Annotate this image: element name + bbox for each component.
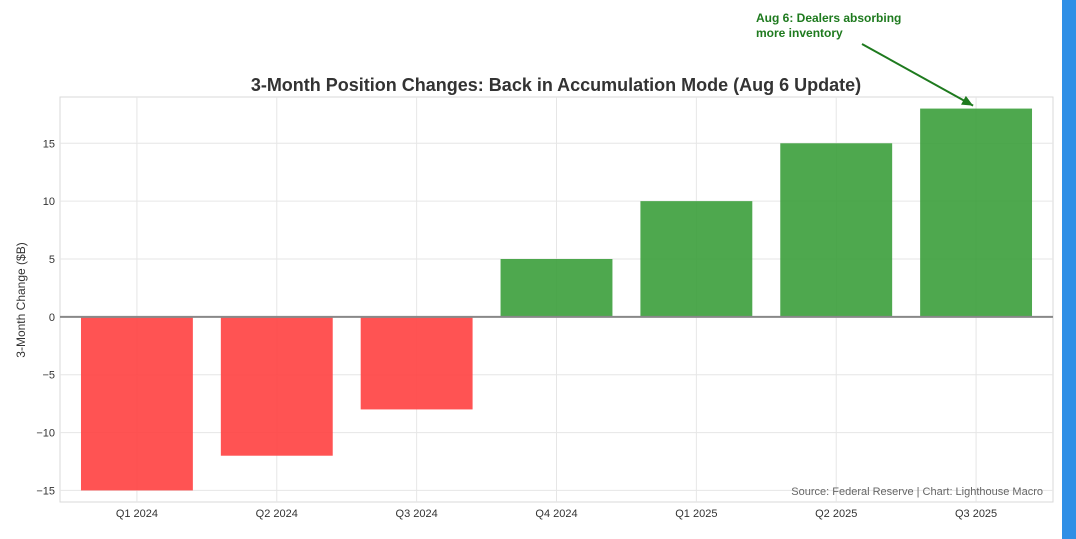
bar-q4-2024: [500, 259, 613, 317]
bar-q2-2024: [220, 316, 333, 456]
bar-q2-2025: [780, 143, 893, 317]
x-tick-label: Q1 2025: [675, 508, 717, 520]
x-tick-label: Q4 2024: [535, 508, 577, 520]
y-axis-label: 3-Month Change ($B): [14, 242, 28, 357]
y-tick-label: −10: [36, 428, 55, 440]
y-tick-label: 5: [49, 254, 55, 266]
annotation-arrow-head: [961, 95, 974, 106]
annotation-line-2: more inventory: [756, 26, 843, 40]
bar-q1-2024: [80, 316, 193, 491]
y-axis-ticks: −15 −10 −5 0 5 10 15: [36, 138, 55, 497]
annotation-line-1: Aug 6: Dealers absorbing: [756, 11, 901, 25]
y-tick-label: 15: [43, 138, 55, 150]
y-tick-label: −15: [36, 485, 55, 497]
x-tick-label: Q2 2024: [256, 508, 298, 520]
bar-q3-2025: [920, 108, 1033, 317]
annotation-arrow: [861, 43, 974, 107]
chart-title: 3-Month Position Changes: Back in Accumu…: [251, 75, 861, 95]
y-tick-label: 10: [43, 196, 55, 208]
y-tick-label: 0: [49, 312, 55, 324]
x-tick-label: Q2 2025: [815, 508, 857, 520]
x-tick-label: Q3 2025: [955, 508, 997, 520]
y-tick-label: −5: [42, 370, 55, 382]
x-tick-label: Q3 2024: [396, 508, 438, 520]
source-note: Source: Federal Reserve | Chart: Lightho…: [791, 486, 1043, 498]
bar-q3-2024: [360, 316, 473, 410]
bar-q1-2025: [640, 201, 753, 317]
bars: [80, 108, 1033, 491]
right-border-decoration: [1062, 0, 1076, 539]
x-axis-ticks: Q1 2024 Q2 2024 Q3 2024 Q4 2024 Q1 2025 Q2 20…: [116, 508, 997, 520]
x-tick-label: Q1 2024: [116, 508, 158, 520]
annotation-arrow-shaft: [861, 43, 974, 107]
